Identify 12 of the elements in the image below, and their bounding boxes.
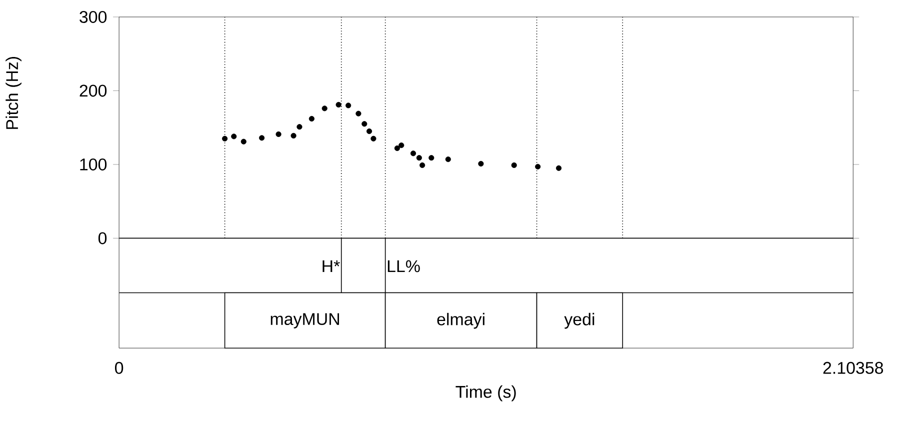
ref-line-label: LL% <box>388 260 420 272</box>
y-tick-label: 100 <box>80 158 107 171</box>
band-label: mayMUN <box>270 313 339 328</box>
ref-line-label: H* <box>322 260 340 272</box>
y-axis-title: Pitch (Hz) <box>6 57 22 129</box>
y-tick-label: 200 <box>80 84 107 97</box>
band-label: yedi <box>564 312 594 329</box>
y-tick-label: 0 <box>98 232 107 244</box>
band-label: elmayi <box>437 312 484 329</box>
x-axis-title: Time (s) <box>456 385 516 402</box>
y-tick-label: 300 <box>80 11 107 24</box>
x-tick-label: 2.10358 <box>823 362 884 374</box>
